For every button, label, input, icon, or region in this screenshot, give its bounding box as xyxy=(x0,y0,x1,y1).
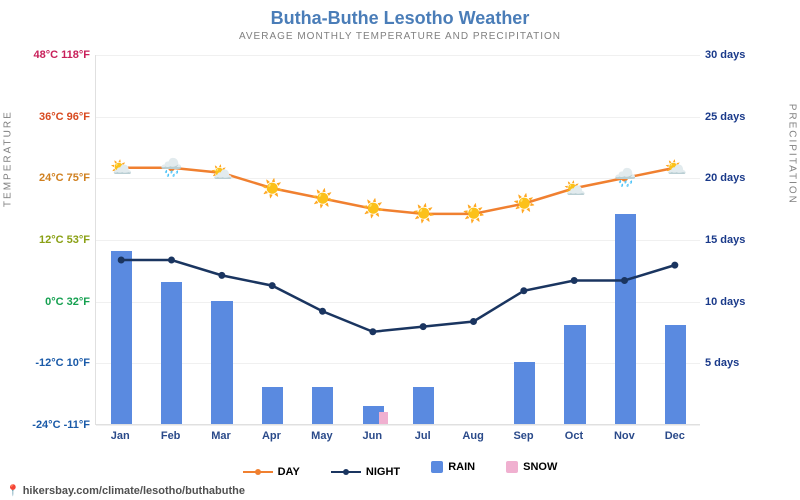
night-marker xyxy=(169,257,175,263)
temp-tick: 36°C 96°F xyxy=(5,111,90,123)
temp-tick: 24°C 75°F xyxy=(5,172,90,184)
night-marker xyxy=(118,257,124,263)
night-marker xyxy=(672,262,678,268)
y-axis-right-label: PRECIPITATION xyxy=(787,104,798,205)
month-tick: May xyxy=(311,430,332,442)
night-marker xyxy=(471,319,477,325)
night-marker xyxy=(521,288,527,294)
night-line xyxy=(121,260,675,332)
precip-tick: 5 days xyxy=(705,357,739,369)
weather-icon: ☀️ xyxy=(463,204,485,225)
night-marker xyxy=(320,308,326,314)
legend-rain-swatch xyxy=(431,461,443,473)
legend-rain-label: RAIN xyxy=(448,461,475,473)
month-tick: Nov xyxy=(614,430,635,442)
location-pin-icon: 📍 xyxy=(6,485,20,497)
legend-day-swatch xyxy=(243,471,273,473)
legend-night: NIGHT xyxy=(331,466,400,478)
month-tick: Aug xyxy=(462,430,483,442)
month-tick: Oct xyxy=(565,430,583,442)
weather-icon: 🌧️ xyxy=(614,168,636,189)
night-marker xyxy=(370,329,376,335)
month-tick: Jul xyxy=(415,430,431,442)
footer-url: hikersbay.com/climate/lesotho/buthabuthe xyxy=(23,485,245,497)
night-marker xyxy=(622,278,628,284)
precip-tick: 10 days xyxy=(705,296,745,308)
legend-rain: RAIN xyxy=(431,461,475,473)
weather-icon: ⛅ xyxy=(110,158,132,179)
month-tick: Sep xyxy=(513,430,533,442)
month-tick: Mar xyxy=(211,430,231,442)
day-line xyxy=(121,168,675,214)
night-marker xyxy=(420,324,426,330)
gridline xyxy=(96,425,700,426)
weather-icon: ☀️ xyxy=(513,194,535,215)
night-marker xyxy=(571,278,577,284)
chart-plot-area: ⛅ 🌧️ ⛅ ☀️ ☀️ ☀️ ☀️ ☀️ ☀️ ⛅ 🌧️ ⛅ xyxy=(95,55,700,425)
legend-snow-label: SNOW xyxy=(523,461,557,473)
legend-night-swatch xyxy=(331,471,361,473)
legend: DAY NIGHT RAIN SNOW xyxy=(0,461,800,478)
legend-day-label: DAY xyxy=(278,466,300,478)
weather-icon: ⛅ xyxy=(564,178,586,199)
precip-tick: 30 days xyxy=(705,49,745,61)
chart-subtitle: AVERAGE MONTHLY TEMPERATURE AND PRECIPIT… xyxy=(0,29,800,42)
month-tick: Jun xyxy=(363,430,383,442)
legend-night-label: NIGHT xyxy=(366,466,400,478)
weather-icon: ☀️ xyxy=(261,178,283,199)
temp-tick: 0°C 32°F xyxy=(5,296,90,308)
temp-tick: -24°C -11°F xyxy=(5,419,90,431)
precip-tick: 20 days xyxy=(705,172,745,184)
precip-tick: 25 days xyxy=(705,111,745,123)
month-tick: Feb xyxy=(161,430,181,442)
weather-icon: ⛅ xyxy=(665,158,687,179)
weather-icon: ⛅ xyxy=(211,163,233,184)
month-tick: Dec xyxy=(665,430,685,442)
weather-icon: ☀️ xyxy=(412,204,434,225)
month-tick: Jan xyxy=(111,430,130,442)
footer-attribution: 📍hikersbay.com/climate/lesotho/buthabuth… xyxy=(6,484,245,497)
precip-tick: 15 days xyxy=(705,234,745,246)
weather-icon: 🌧️ xyxy=(160,158,182,179)
weather-icon: ☀️ xyxy=(312,188,334,209)
temp-tick: 48°C 118°F xyxy=(5,49,90,61)
line-series-svg xyxy=(96,55,700,424)
temp-tick: 12°C 53°F xyxy=(5,234,90,246)
month-tick: Apr xyxy=(262,430,281,442)
y-axis-left-label: TEMPERATURE xyxy=(3,110,14,207)
legend-day: DAY xyxy=(243,466,300,478)
night-marker xyxy=(219,272,225,278)
temp-tick: -12°C 10°F xyxy=(5,357,90,369)
chart-title: Butha-Buthe Lesotho Weather xyxy=(0,0,800,29)
night-marker xyxy=(269,283,275,289)
legend-snow-swatch xyxy=(506,461,518,473)
weather-icon: ☀️ xyxy=(362,199,384,220)
legend-snow: SNOW xyxy=(506,461,557,473)
